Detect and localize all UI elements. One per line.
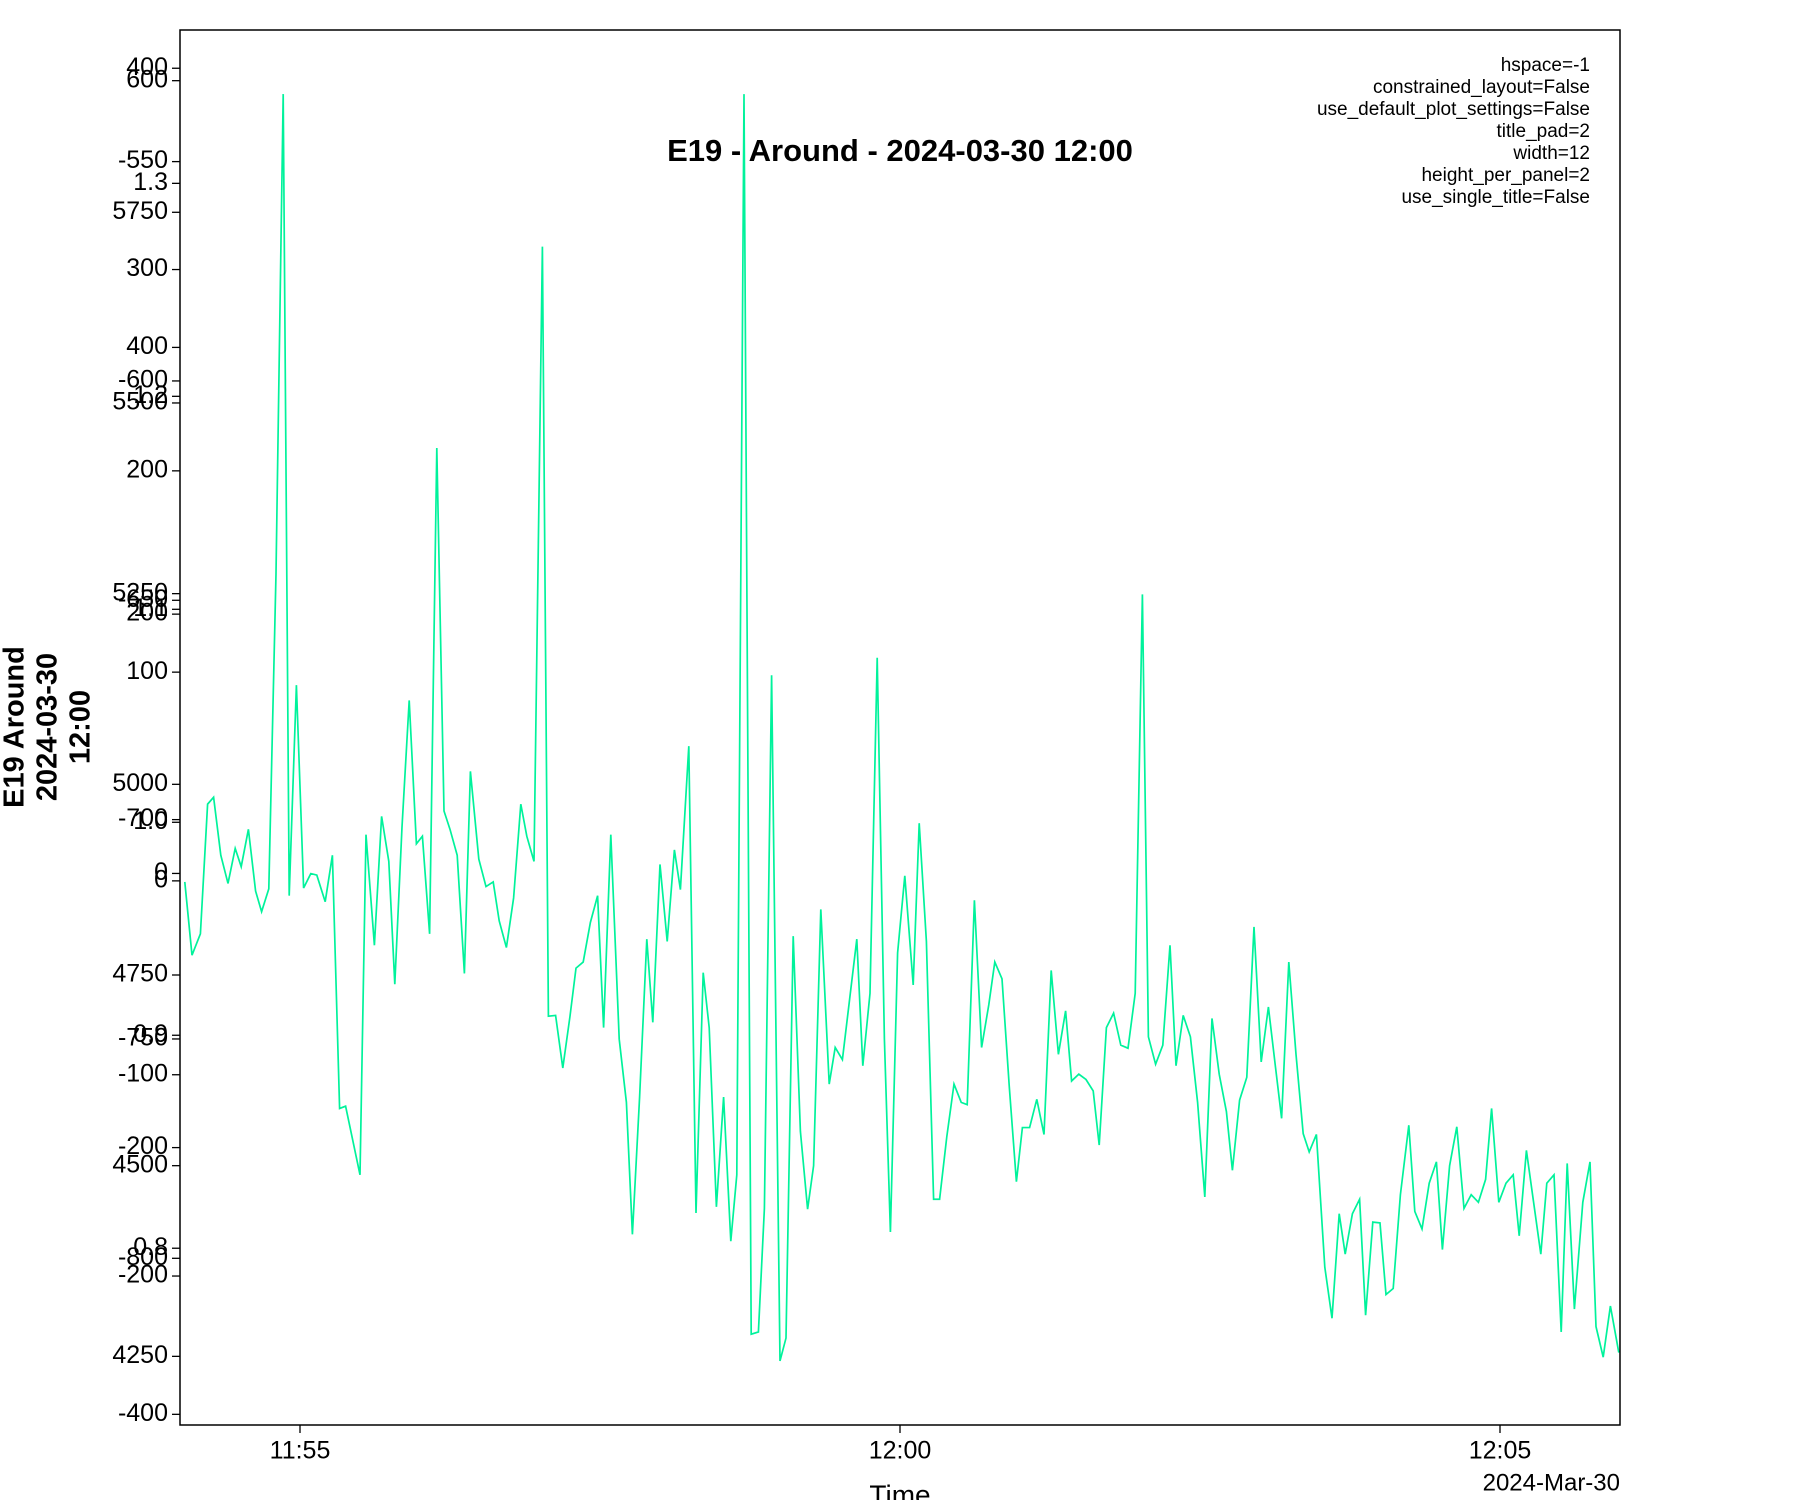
plot-frame bbox=[179, 29, 1621, 1426]
y-tick-label: 0 bbox=[154, 858, 168, 886]
y-tick-label: 200 bbox=[126, 455, 168, 483]
y-tick-label: 600 bbox=[126, 65, 168, 93]
y-axis-label: 2024-03-30 bbox=[32, 653, 64, 801]
y-tick-label: 200 bbox=[126, 599, 168, 627]
y-tick-label: 4500 bbox=[112, 1150, 168, 1178]
y-tick-label: 4750 bbox=[112, 960, 168, 988]
annotation: use_default_plot_settings=False bbox=[1317, 99, 1590, 120]
annotation: hspace=-1 bbox=[1501, 55, 1590, 76]
y-tick-label: 1.0 bbox=[133, 807, 168, 835]
x-tick-label: 11:55 bbox=[270, 1437, 331, 1465]
y-tick-label: -750 bbox=[118, 1024, 168, 1052]
y-axis-label: 12:00 bbox=[65, 690, 97, 764]
y-tick-label: -800 bbox=[118, 1243, 168, 1271]
y-tick-label: 300 bbox=[126, 254, 168, 282]
x-axis-label: Time bbox=[869, 1479, 930, 1500]
y-tick-label: 1.1 bbox=[133, 594, 168, 622]
y-tick-label: 0.8 bbox=[133, 1233, 168, 1261]
x-tick-label: 12:00 bbox=[869, 1437, 932, 1465]
y-tick-label: 0.9 bbox=[133, 1020, 168, 1048]
x-tick-label: 12:05 bbox=[1469, 1437, 1532, 1465]
y-tick-label: 100 bbox=[126, 657, 168, 685]
annotation: title_pad=2 bbox=[1497, 121, 1591, 142]
y-tick-label: -550 bbox=[118, 146, 168, 174]
line-series bbox=[183, 94, 1620, 1362]
y-tick-label: -200 bbox=[118, 1261, 168, 1289]
y-tick-label: 400 bbox=[126, 332, 168, 360]
y-tick-label: 5500 bbox=[112, 388, 168, 416]
y-tick-label: -200 bbox=[118, 1132, 168, 1160]
y-axis-label: E19 Around bbox=[0, 646, 31, 808]
y-tick-label: 400 bbox=[126, 53, 168, 81]
annotation: width=12 bbox=[1512, 143, 1590, 164]
y-tick-label: -650 bbox=[118, 585, 168, 613]
y-tick-label: -100 bbox=[118, 1059, 168, 1087]
y-tick-label: -600 bbox=[118, 366, 168, 394]
y-tick-label: 1.3 bbox=[133, 168, 168, 196]
annotation: use_single_title=False bbox=[1401, 187, 1590, 208]
y-tick-label: 5250 bbox=[112, 578, 168, 606]
y-tick-label: 0 bbox=[154, 865, 168, 893]
y-tick-label: -700 bbox=[118, 804, 168, 832]
y-tick-label: 5750 bbox=[112, 197, 168, 225]
chart-title: E19 - Around - 2024-03-30 12:00 bbox=[667, 133, 1133, 168]
annotation: constrained_layout=False bbox=[1373, 77, 1590, 98]
y-tick-label: -400 bbox=[118, 1399, 168, 1427]
y-tick-label: 5000 bbox=[112, 769, 168, 797]
annotation: height_per_panel=2 bbox=[1421, 165, 1590, 186]
x-offset-label: 2024-Mar-30 bbox=[1483, 1469, 1620, 1496]
y-tick-label: 4250 bbox=[112, 1341, 168, 1369]
y-tick-label: 1.2 bbox=[133, 381, 168, 409]
